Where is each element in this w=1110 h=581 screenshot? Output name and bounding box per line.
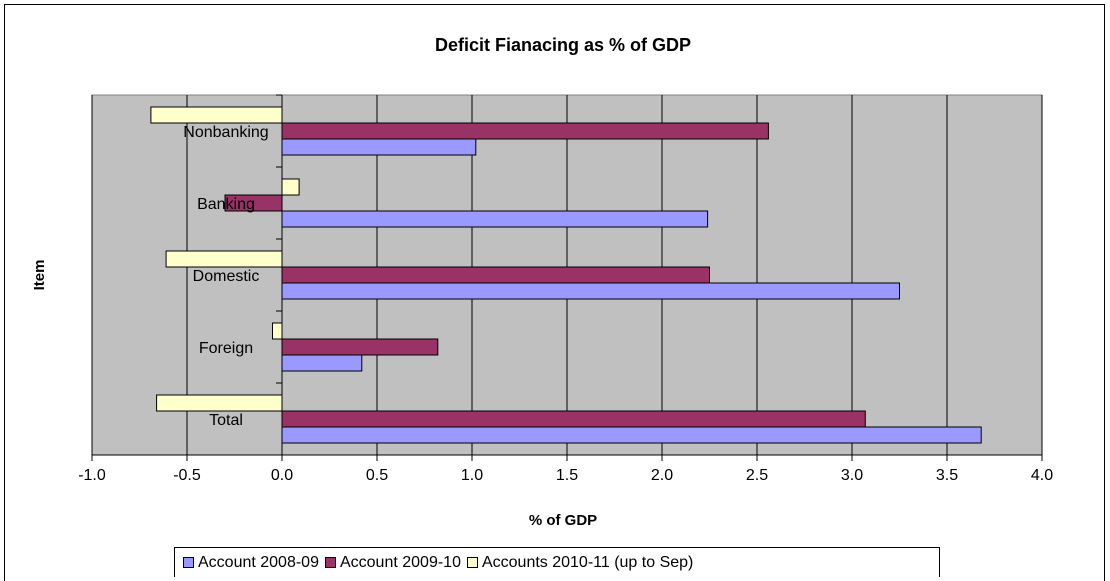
x-tick-label: 1.5	[556, 467, 578, 484]
legend-item-2009-10: Account 2009-10	[324, 553, 461, 572]
category-label: Nonbanking	[183, 124, 268, 141]
x-tick-label: 3.0	[841, 467, 863, 484]
x-tick-label: 0.0	[271, 467, 293, 484]
axes	[91, 94, 1043, 461]
bar	[281, 122, 769, 140]
bar	[281, 266, 710, 284]
bar	[281, 178, 300, 196]
x-axis-title: % of GDP	[529, 512, 597, 529]
category-label: Banking	[197, 196, 255, 213]
bar	[165, 250, 283, 268]
legend-label: Account 2008-09	[198, 553, 319, 571]
category-labels: Nonbanking Banking Domestic Foreign Total	[183, 124, 268, 429]
x-tick-label: 2.0	[651, 467, 673, 484]
y-axis-title: Item	[31, 260, 48, 291]
bar	[281, 138, 477, 156]
legend-swatch	[324, 557, 336, 568]
category-label: Total	[209, 412, 243, 429]
bar	[150, 106, 283, 124]
category-label: Domestic	[193, 268, 260, 285]
legend-item-2008-09: Account 2008-09	[183, 554, 319, 572]
legend-swatch	[183, 557, 194, 568]
x-tick-label: 4.0	[1031, 467, 1053, 484]
bar	[281, 426, 982, 444]
x-tick-labels: -1.0 -0.5 0.0 0.5 1.0 1.5 2.0 2.5 3.0 3.5 4.0	[78, 467, 1053, 484]
x-tick-label: 0.5	[366, 467, 388, 484]
chart-title: Deficit Fianacing as % of GDP	[435, 35, 691, 55]
legend-label: Account 2009-10	[339, 553, 461, 571]
bar	[281, 338, 439, 356]
bar	[281, 354, 363, 372]
bar	[156, 394, 283, 412]
bar	[281, 210, 709, 228]
category-label: Foreign	[199, 340, 253, 357]
x-tick-label: 3.5	[936, 467, 958, 484]
x-tick-label: 2.5	[746, 467, 768, 484]
x-tick-label: -1.0	[78, 467, 106, 484]
bars	[150, 106, 982, 444]
bar	[272, 322, 283, 340]
legend: Account 2008-09 Account 2009-10 Accounts…	[174, 547, 940, 577]
x-tick-label: 1.0	[461, 467, 483, 484]
legend-swatch	[466, 557, 478, 568]
legend-item-2010-11: Accounts 2010-11 (up to Sep)	[466, 553, 694, 572]
bar	[281, 282, 900, 300]
bar	[281, 410, 866, 428]
legend-label: Accounts 2010-11 (up to Sep)	[481, 553, 694, 571]
x-tick-label: -0.5	[173, 467, 201, 484]
